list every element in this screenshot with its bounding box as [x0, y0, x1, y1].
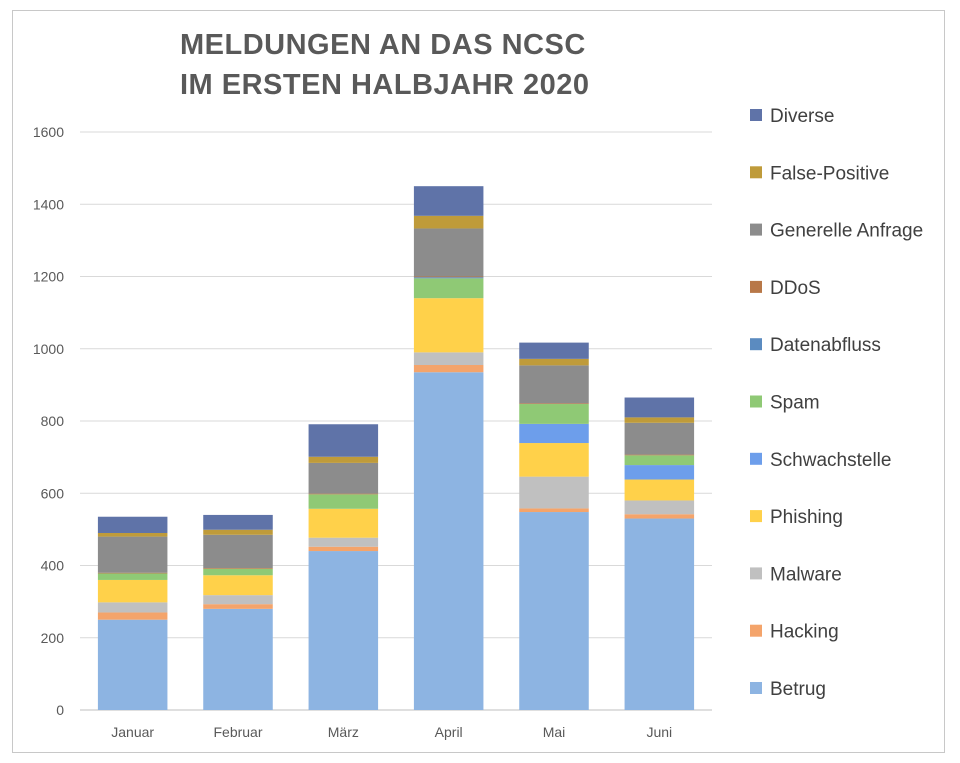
bar-segment	[97, 572, 168, 574]
bar-segment	[308, 456, 379, 463]
y-tick-label: 600	[41, 485, 65, 501]
bar-segment	[203, 514, 273, 530]
legend-swatch	[750, 166, 762, 179]
bar-segment	[624, 422, 695, 455]
legend-label: False-Positive	[770, 163, 889, 184]
x-tick-label: Januar	[111, 724, 154, 740]
bar-segment	[624, 518, 695, 710]
bar-segment	[413, 215, 484, 229]
y-tick-label: 400	[41, 558, 65, 574]
bar-segment	[203, 568, 273, 576]
x-tick-label: Mai	[543, 724, 566, 740]
bar-segment	[624, 397, 695, 418]
bar-segment	[203, 534, 273, 569]
bar-segment	[413, 278, 484, 299]
bar-segment	[413, 352, 484, 366]
bar-segment	[624, 479, 695, 501]
y-tick-label: 1400	[33, 196, 64, 212]
bar-segment	[97, 516, 168, 533]
x-tick-label: März	[328, 724, 359, 740]
legend-swatch	[750, 452, 762, 465]
bar-segment	[519, 443, 589, 477]
bar-segment	[203, 604, 273, 609]
legend-label: Diverse	[770, 106, 834, 127]
bar-segment	[519, 365, 589, 404]
bar-segment	[308, 462, 379, 494]
bar-segment	[97, 579, 168, 603]
legend-swatch	[750, 338, 762, 351]
bar-segment	[308, 508, 379, 538]
legend-swatch	[750, 223, 762, 236]
bar-segment	[413, 277, 484, 279]
x-tick-label: April	[435, 724, 463, 740]
bar-segment	[519, 358, 589, 366]
legend-label: Schwachstelle	[770, 450, 891, 471]
bar-segment	[413, 372, 484, 710]
bar-segment	[624, 455, 695, 466]
y-tick-label: 1200	[33, 269, 64, 285]
y-tick-label: 1000	[33, 341, 64, 357]
bar-segment	[624, 500, 695, 515]
legend-swatch	[750, 280, 762, 293]
bar-segment	[308, 551, 379, 710]
legend-label: Datenabfluss	[770, 335, 881, 356]
bar-segment	[97, 536, 168, 573]
y-tick-label: 1600	[33, 124, 64, 140]
x-tick-label: Februar	[213, 724, 262, 740]
legend-label: Phishing	[770, 507, 843, 528]
bar-segment	[203, 575, 273, 596]
legend-label: Generelle Anfrage	[770, 221, 923, 242]
x-tick-label: Juni	[646, 724, 672, 740]
bar-segment	[413, 228, 484, 277]
legend-label: Betrug	[770, 679, 826, 700]
bar-segment	[413, 186, 484, 216]
bar-segment	[97, 619, 168, 710]
legend-label: Hacking	[770, 622, 839, 643]
chart-title-line-1: MELDUNGEN AN DAS NCSC	[180, 29, 586, 61]
legend-label: DDoS	[770, 278, 821, 299]
bar-segment	[413, 365, 484, 373]
legend-label: Malware	[770, 564, 842, 585]
y-tick-label: 0	[56, 702, 64, 718]
bar-segment	[519, 423, 589, 444]
bar-segment	[203, 595, 273, 605]
bar-segment	[308, 494, 379, 509]
chart-title-line-2: IM ERSTEN HALBJAHR 2020	[180, 69, 590, 101]
bar-segment	[97, 602, 168, 613]
bar-segment	[519, 403, 589, 405]
bar-segment	[519, 508, 589, 513]
bar-segment	[624, 417, 695, 423]
legend-swatch	[750, 682, 762, 694]
bar-segment	[308, 537, 379, 547]
bar-segment	[203, 529, 273, 535]
bar-segment	[413, 298, 484, 353]
bar-segment	[519, 512, 589, 710]
legend-swatch	[750, 510, 762, 523]
bar-segment	[308, 546, 379, 552]
bar-segment	[519, 476, 589, 509]
bar-segment	[519, 342, 589, 359]
bar-segment	[97, 532, 168, 537]
bar-segment	[624, 454, 695, 456]
bar-segment	[519, 404, 589, 424]
bar-segment	[97, 573, 168, 580]
bar-segment	[624, 514, 695, 519]
legend-swatch	[750, 395, 762, 408]
legend-swatch	[750, 109, 762, 121]
legend-swatch	[750, 624, 762, 637]
bar-segment	[203, 608, 273, 710]
bar-segment	[203, 568, 273, 569]
bar-segment	[308, 424, 379, 457]
bar-segment	[413, 276, 484, 278]
y-tick-label: 200	[41, 630, 65, 646]
bar-segment	[308, 493, 379, 495]
legend-swatch	[750, 567, 762, 580]
bar-segment	[97, 612, 168, 620]
legend-label: Spam	[770, 393, 820, 414]
chart-title: MELDUNGEN AN DAS NCSC IM ERSTEN HALBJAHR…	[180, 25, 590, 105]
y-tick-label: 800	[41, 413, 65, 429]
bar-segment	[624, 465, 695, 480]
